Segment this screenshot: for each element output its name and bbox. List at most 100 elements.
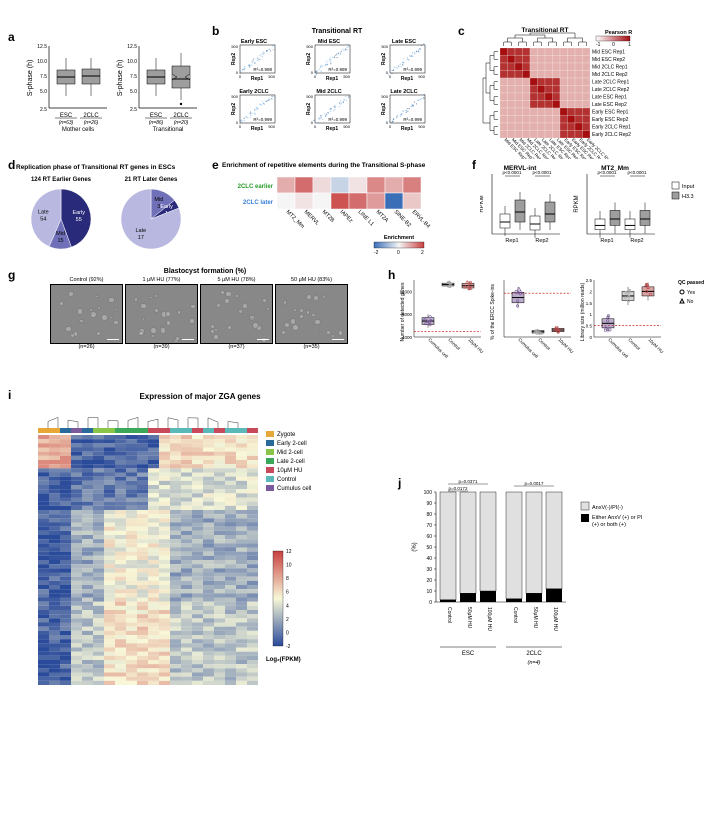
svg-text:50μM HU: 50μM HU	[466, 607, 472, 629]
svg-text:80: 80	[426, 512, 432, 518]
svg-text:(n=20): (n=20)	[174, 120, 189, 126]
panel-label-h: h	[388, 268, 395, 282]
svg-text:0: 0	[239, 124, 242, 129]
svg-text:% of the ERCC Spike-ins: % of the ERCC Spike-ins	[490, 284, 496, 340]
svg-text:Rep1: Rep1	[251, 126, 263, 132]
svg-text:Mid: Mid	[56, 231, 65, 237]
svg-text:Transitional: Transitional	[153, 127, 184, 133]
panel-label-b: b	[212, 24, 219, 38]
svg-text:Cumulus cell: Cumulus cell	[517, 337, 539, 359]
boxplot-f: MERVL-intRPKMp<0.0001Rep1p<0.0001Rep2MT2…	[480, 162, 706, 257]
svg-text:2CLC later: 2CLC later	[243, 200, 274, 206]
svg-text:0: 0	[239, 74, 242, 79]
blastocyst-image: 5 μM HU (78%)(n=37)	[200, 277, 273, 350]
svg-text:No: No	[687, 299, 694, 305]
svg-text:10: 10	[286, 563, 292, 569]
blastocyst-image: Control (92%)(n=26)	[50, 277, 123, 350]
svg-text:2.5: 2.5	[130, 107, 137, 113]
panel-g: Blastocyst formation (%) Control (92%)(n…	[50, 268, 360, 363]
svg-text:RPKM: RPKM	[480, 195, 485, 212]
svg-text:54: 54	[40, 216, 46, 222]
svg-text:R²=0.999: R²=0.999	[253, 117, 272, 122]
svg-text:7.5: 7.5	[130, 74, 137, 80]
panel-j: 0102030405060708090100(%)Control50μM HU1…	[408, 480, 708, 675]
svg-text:70: 70	[426, 523, 432, 529]
svg-text:p=0.0172: p=0.0172	[449, 486, 468, 491]
panel-label-g: g	[8, 268, 15, 282]
svg-text:1: 1	[589, 312, 592, 317]
svg-text:Late ESC: Late ESC	[392, 39, 416, 45]
panel-label-d: d	[8, 158, 15, 172]
svg-text:-2: -2	[374, 250, 379, 256]
svg-text:21 RT Later Genes: 21 RT Later Genes	[125, 177, 178, 183]
svg-text:Rep2: Rep2	[630, 238, 643, 244]
svg-text:0: 0	[389, 74, 392, 79]
svg-text:(n=86): (n=86)	[149, 120, 164, 126]
svg-text:1.5: 1.5	[586, 301, 593, 306]
svg-text:500: 500	[381, 44, 388, 49]
svg-text:Rep1: Rep1	[251, 76, 263, 82]
svg-text:100μM HU: 100μM HU	[552, 607, 558, 631]
svg-text:12.5: 12.5	[37, 44, 47, 50]
svg-text:Mother cells: Mother cells	[62, 127, 94, 133]
panel-c: Transitional RTPearson R-101Mid ESC Rep1…	[468, 24, 703, 159]
svg-text:Late: Late	[136, 228, 147, 234]
svg-text:Rep1: Rep1	[326, 76, 338, 82]
svg-text:ERVL-B4: ERVL-B4	[411, 209, 431, 229]
svg-text:Control: Control	[277, 477, 296, 483]
svg-text:40: 40	[426, 556, 432, 562]
svg-text:0: 0	[429, 600, 432, 606]
svg-text:Control: Control	[627, 337, 641, 351]
svg-text:124 RT Earlier Genes: 124 RT Earlier Genes	[31, 177, 92, 183]
svg-text:Rep2: Rep2	[381, 103, 387, 115]
svg-text:50μM HU: 50μM HU	[532, 607, 538, 629]
svg-text:10: 10	[426, 589, 432, 595]
svg-text:500: 500	[231, 44, 238, 49]
svg-text:Rep1: Rep1	[600, 238, 613, 244]
svg-text:10μM HU: 10μM HU	[467, 337, 484, 354]
svg-text:Mid ESC Rep1: Mid ESC Rep1	[592, 50, 625, 56]
svg-text:Rep2: Rep2	[231, 103, 237, 115]
panel-h: Number of detected genes4000800012000Cum…	[398, 272, 706, 382]
panel-label-e: e	[212, 158, 219, 172]
svg-text:Rep2: Rep2	[535, 238, 548, 244]
svg-text:12: 12	[286, 549, 292, 555]
svg-text:6: 6	[286, 590, 289, 596]
svg-text:S-phase (h): S-phase (h)	[117, 60, 124, 97]
boxplot-a: S-phase (h) 12.5 10.0 7.5 5.0 2.5 ESC 2C…	[22, 38, 202, 133]
svg-text:2.5: 2.5	[586, 278, 593, 283]
panel-label-a: a	[8, 30, 15, 44]
svg-text:500: 500	[381, 94, 388, 99]
boxplot-h: Number of detected genes4000800012000Cum…	[398, 272, 706, 382]
panel-d: Replication phase of Transitional RT gen…	[16, 164, 206, 259]
svg-text:Late ESC Rep2: Late ESC Rep2	[592, 102, 627, 108]
svg-text:500: 500	[268, 74, 275, 79]
panel-label-j: j	[398, 476, 401, 490]
heatmap-c: Transitional RTPearson R-101Mid ESC Rep1…	[468, 24, 703, 159]
svg-text:10μM HU: 10μM HU	[557, 337, 574, 354]
svg-text:60: 60	[426, 534, 432, 540]
svg-text:Late ESC Rep1: Late ESC Rep1	[592, 95, 627, 101]
svg-text:Mid ESC Rep2: Mid ESC Rep2	[592, 57, 625, 63]
svg-text:55: 55	[76, 217, 82, 223]
blastocyst-image: 1 μM HU (77%)(n=39)	[125, 277, 198, 350]
svg-text:15: 15	[57, 238, 63, 244]
panel-f: MERVL-intRPKMp<0.0001Rep1p<0.0001Rep2MT2…	[480, 162, 706, 257]
svg-text:Late 2CLC Rep2: Late 2CLC Rep2	[592, 87, 629, 93]
svg-text:Enrichment: Enrichment	[384, 235, 414, 241]
svg-text:4000: 4000	[402, 335, 413, 340]
svg-text:Zygote: Zygote	[277, 432, 296, 438]
svg-text:Early ESC Rep2: Early ESC Rep2	[592, 117, 629, 123]
svg-text:AnxV(-)/PI(-): AnxV(-)/PI(-)	[592, 505, 623, 511]
svg-text:12000: 12000	[399, 289, 412, 294]
svg-text:(%): (%)	[412, 542, 418, 551]
svg-text:Early 2-cell: Early 2-cell	[277, 441, 307, 447]
blastocyst-image: 50 μM HU (83%)(n=35)	[275, 277, 348, 350]
svg-text:Control: Control	[447, 337, 461, 351]
svg-text:R²=0.999: R²=0.999	[403, 67, 422, 72]
panel-b: Transitional RT Early ESCR²=0.998Rep2Rep…	[222, 28, 452, 138]
svg-text:2: 2	[286, 617, 289, 623]
svg-text:30: 30	[426, 567, 432, 573]
svg-text:2: 2	[589, 289, 592, 294]
panel-i: Expression of major ZGA genes ZygoteEarl…	[30, 392, 370, 717]
